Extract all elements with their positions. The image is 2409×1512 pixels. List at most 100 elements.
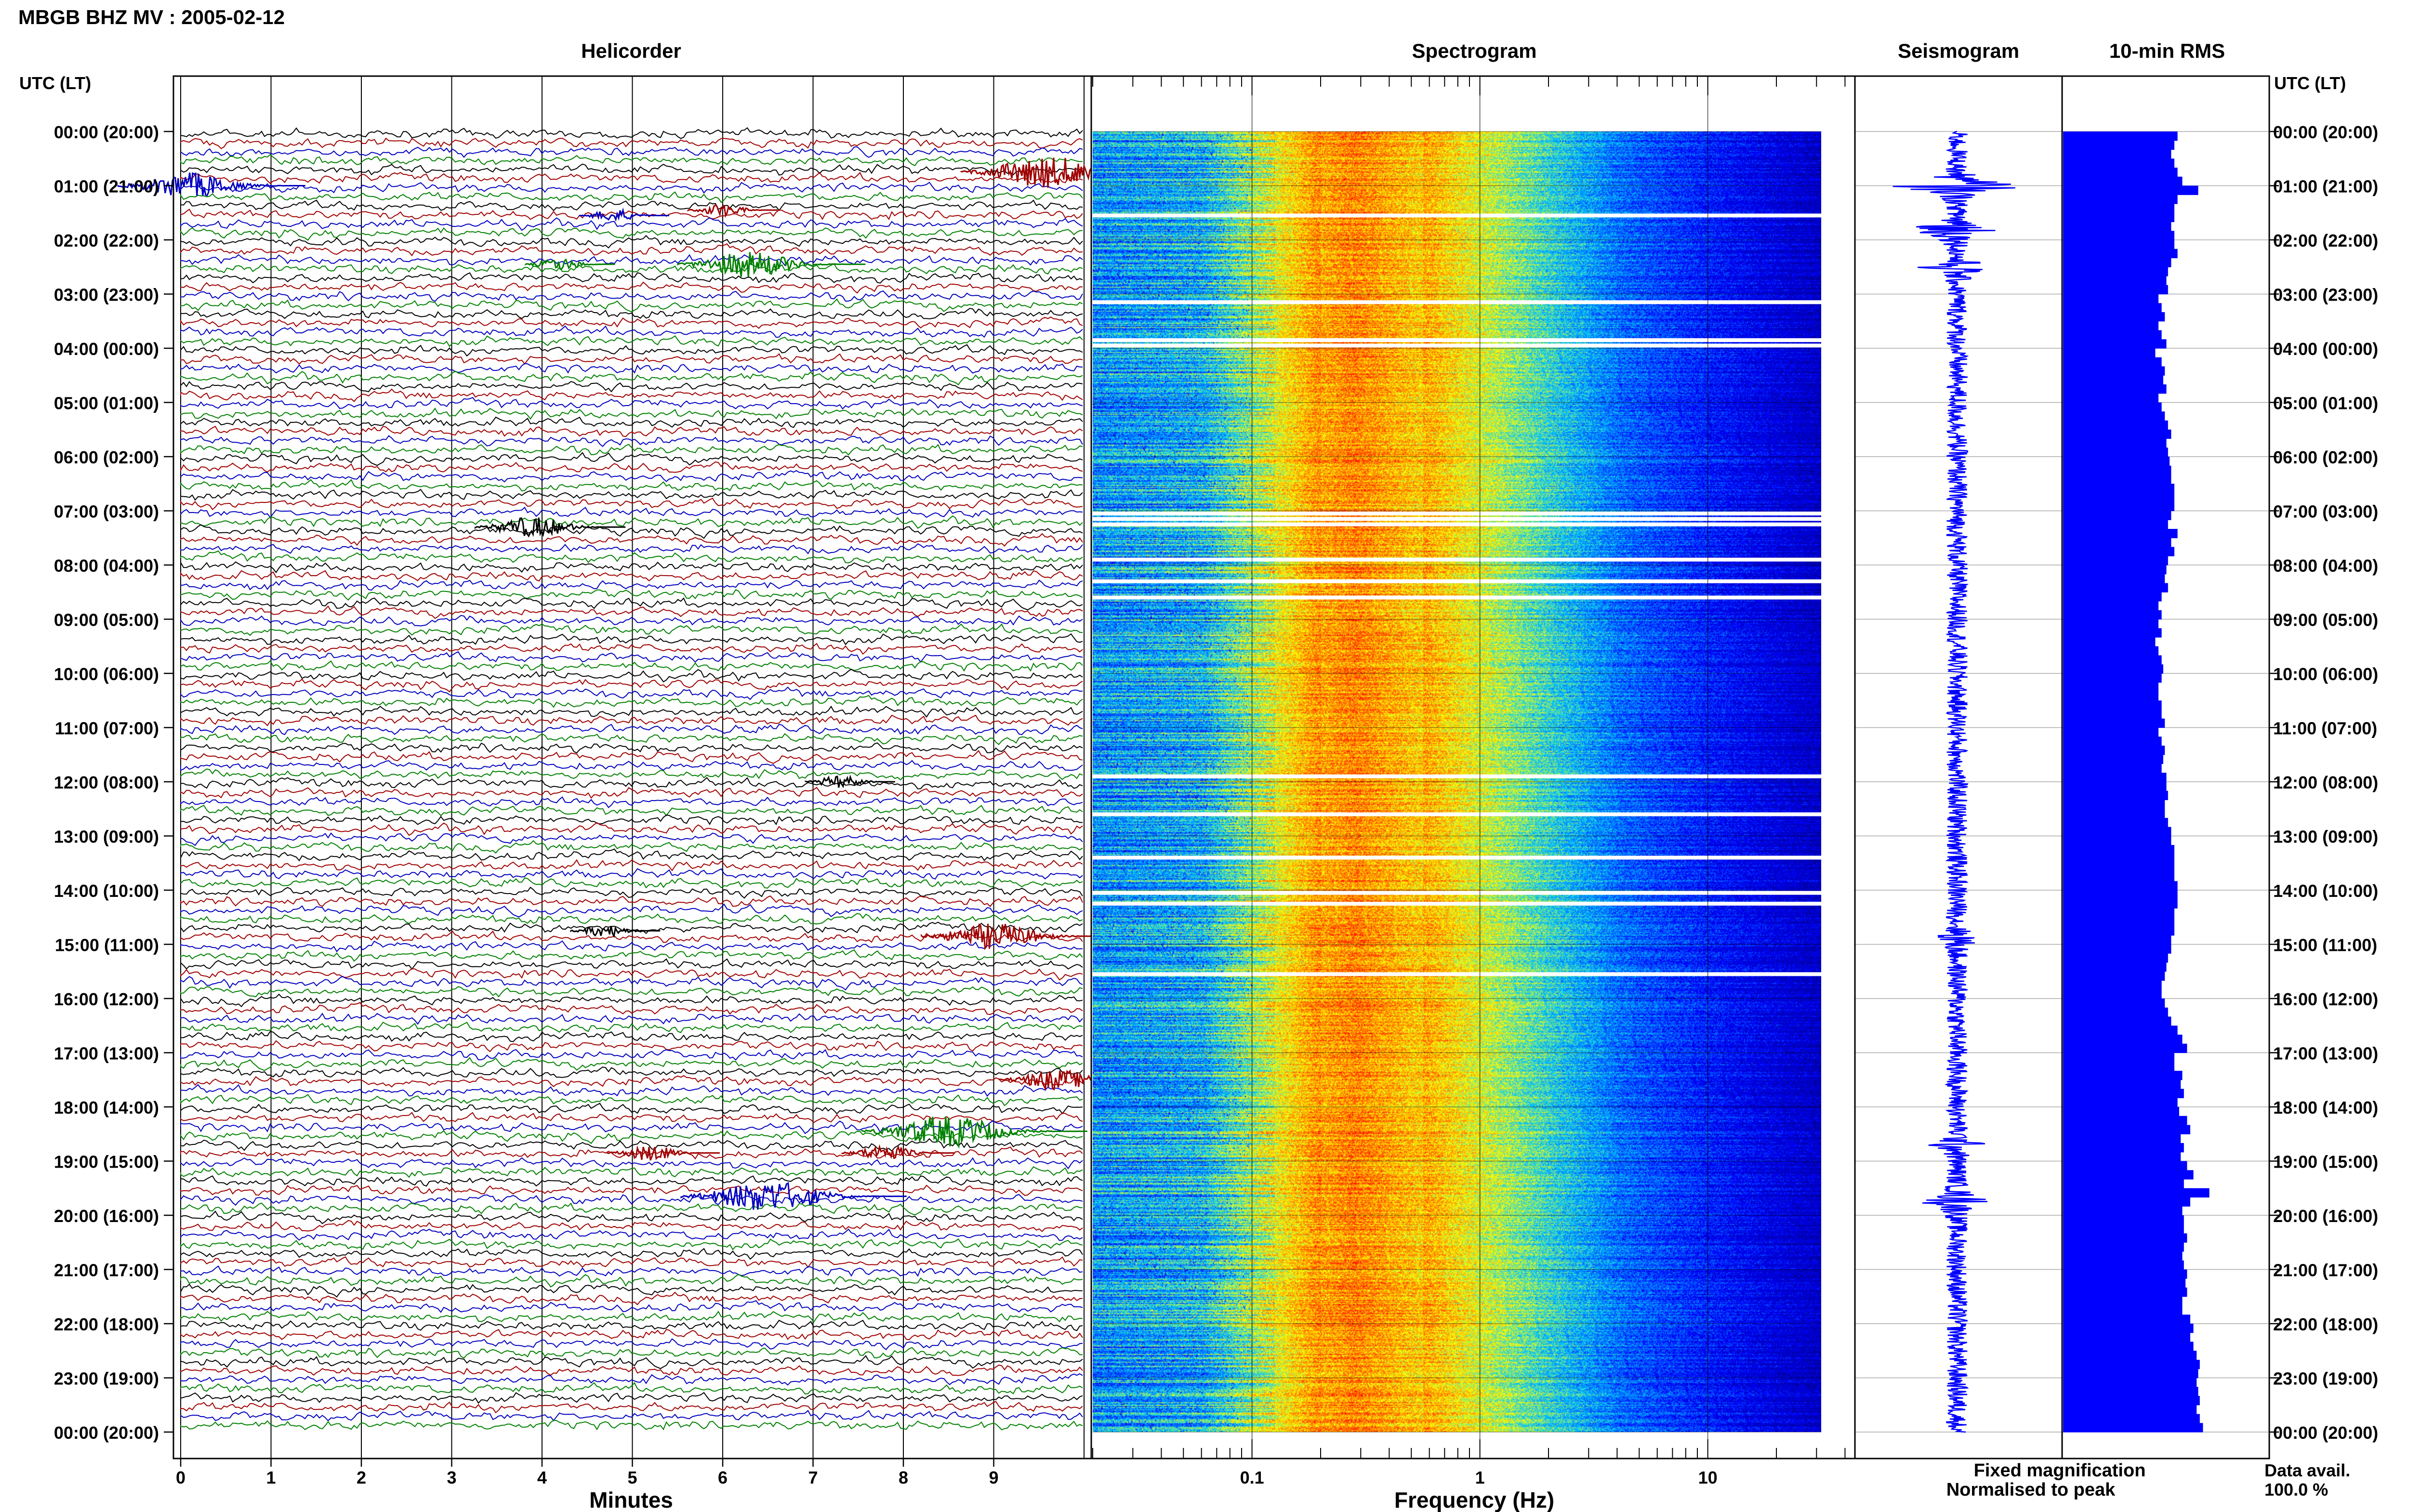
time-label-left: 23:00 (19:00) <box>54 1369 159 1389</box>
helicorder-trace <box>180 308 1083 319</box>
rms-bar <box>2063 727 2158 737</box>
spectrogram-title: Spectrogram <box>1412 39 1536 62</box>
helicorder-panel <box>117 75 1187 1459</box>
rms-bar <box>2063 222 2171 231</box>
rms-bar <box>2063 1170 2194 1180</box>
helicorder-trace <box>180 868 1083 880</box>
helicorder-trace <box>180 344 1083 357</box>
helicorder-trace <box>180 660 1083 672</box>
rms-bar <box>2063 176 2183 186</box>
rms-bar <box>2063 899 2178 909</box>
helicorder-trace <box>180 605 1083 619</box>
rms-bar <box>2063 1062 2174 1071</box>
helicorder-trace <box>180 1392 1083 1404</box>
rms-bar <box>2063 565 2167 575</box>
rms-bar <box>2063 691 2158 701</box>
time-label-right: 23:00 (19:00) <box>2273 1369 2378 1389</box>
rms-bar <box>2063 131 2178 141</box>
helicorder-trace <box>180 643 1083 655</box>
rms-bar <box>2063 574 2165 584</box>
helicorder-trace <box>180 686 1083 700</box>
helicorder-event <box>861 1116 1087 1149</box>
helicorder-trace <box>180 1022 1083 1033</box>
time-label-right: 03:00 (23:00) <box>2273 285 2378 305</box>
helicorder-trace <box>180 1401 1083 1414</box>
rms-bar <box>2063 195 2178 204</box>
rms-bar <box>2063 1324 2194 1333</box>
rms-bar <box>2063 411 2165 421</box>
time-label-right: 17:00 (13:00) <box>2273 1044 2378 1064</box>
spectrogram-gap <box>1093 855 1821 860</box>
helicorder-trace <box>180 1228 1083 1241</box>
helicorder-trace <box>180 723 1083 736</box>
helicorder-trace <box>180 1248 1083 1260</box>
helicorder-trace <box>180 768 1083 781</box>
helicorder-trace <box>180 550 1083 564</box>
rms-bar <box>2063 1396 2200 1406</box>
spectrogram-panel <box>1090 75 1856 1459</box>
helicorder-trace <box>180 1210 1083 1224</box>
helicorder-trace <box>180 733 1083 746</box>
rms-bar <box>2063 240 2174 250</box>
rms-bar <box>2063 438 2167 448</box>
rms-bar <box>2063 1423 2203 1433</box>
helicorder-trace <box>180 1355 1083 1369</box>
spectrogram-ticks <box>1092 76 1846 1459</box>
helicorder-event <box>680 1182 907 1210</box>
rms-bar <box>2063 908 2174 918</box>
rms-bar <box>2063 773 2167 782</box>
helicorder-trace <box>180 408 1083 420</box>
helicorder-trace <box>180 1184 1083 1196</box>
helicorder-trace <box>180 678 1083 693</box>
helicorder-trace <box>180 1166 1083 1178</box>
time-label-right: 18:00 (14:00) <box>2273 1098 2378 1118</box>
helicorder-trace <box>180 191 1083 203</box>
rms-bar <box>2063 511 2171 520</box>
rms-bar <box>2063 1296 2183 1306</box>
helicorder-trace <box>180 815 1083 826</box>
rms-bar <box>2063 1215 2184 1225</box>
helicorder-trace <box>180 968 1083 981</box>
seismogram-panel <box>1854 75 2063 1459</box>
helicorder-trace <box>180 479 1083 492</box>
rms-bar <box>2063 276 2167 286</box>
helicorder-trace <box>180 370 1083 386</box>
time-label-right: 13:00 (09:00) <box>2273 827 2378 847</box>
time-label-left: 09:00 (05:00) <box>54 610 159 630</box>
helicorder-trace <box>180 1382 1083 1395</box>
helicorder-trace <box>180 543 1083 554</box>
spectrogram-gap <box>1093 774 1821 778</box>
rms-bar <box>2063 1305 2183 1315</box>
rms-bar <box>2063 1332 2190 1342</box>
helicorder-trace <box>180 886 1083 899</box>
spectrogram-gap <box>1093 579 1821 583</box>
helicorder-trace <box>180 859 1083 871</box>
helicorder-trace <box>180 1420 1083 1431</box>
rms-bar <box>2063 1035 2183 1044</box>
helicorder-trace <box>180 1328 1083 1341</box>
rms-bar <box>2063 592 2162 602</box>
frequency-tick-label: 0.1 <box>1240 1468 1264 1487</box>
rms-bars <box>2063 131 2210 1433</box>
rms-bar <box>2063 664 2163 674</box>
minute-tick-label: 5 <box>627 1468 637 1487</box>
rms-bar <box>2063 926 2174 936</box>
rms-bar <box>2063 493 2174 502</box>
helicorder-trace <box>180 913 1083 925</box>
helicorder-trace <box>180 444 1083 456</box>
helicorder-traces <box>180 127 1083 1431</box>
helicorder-trace <box>180 877 1083 889</box>
rms-bar <box>2063 457 2170 466</box>
helicorder-trace <box>180 589 1083 601</box>
time-label-left: 08:00 (04:00) <box>54 556 159 576</box>
helicorder-trace <box>180 958 1083 970</box>
rms-bar <box>2063 1052 2174 1062</box>
helicorder-trace <box>180 903 1083 918</box>
data-availability-value: 100.0 % <box>2264 1480 2328 1499</box>
minute-tick-label: 0 <box>176 1468 185 1487</box>
rms-bar <box>2063 140 2174 150</box>
rms-bar <box>2063 1269 2187 1279</box>
minute-tick-label: 7 <box>808 1468 818 1487</box>
minute-tick-label: 6 <box>718 1468 728 1487</box>
